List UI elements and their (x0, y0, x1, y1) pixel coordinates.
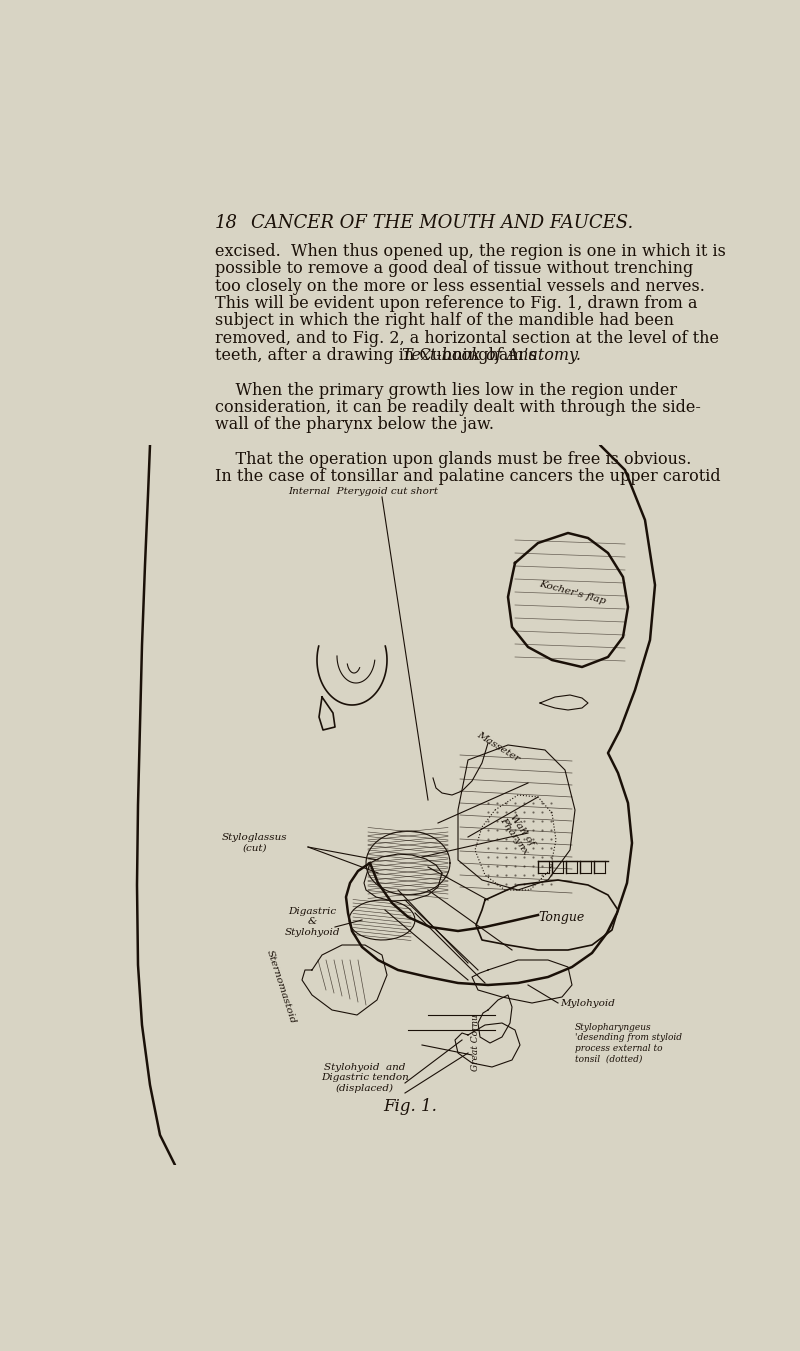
Text: teeth, after a drawing in Cunningham’s: teeth, after a drawing in Cunningham’s (214, 347, 542, 363)
Text: Kocher's flap: Kocher's flap (538, 580, 606, 607)
Text: Wall of
Pharynx: Wall of Pharynx (498, 809, 538, 857)
Text: This will be evident upon reference to Fig. 1, drawn from a: This will be evident upon reference to F… (214, 295, 698, 312)
Text: wall of the pharynx below the jaw.: wall of the pharynx below the jaw. (214, 416, 494, 434)
Text: removed, and to Fig. 2, a horizontal section at the level of the: removed, and to Fig. 2, a horizontal sec… (214, 330, 718, 347)
Text: Digastric
&
Stylohyoid: Digastric & Stylohyoid (284, 907, 340, 936)
Text: Text-book of Anatomy.: Text-book of Anatomy. (402, 347, 581, 363)
Text: Internal  Pterygoid cut short: Internal Pterygoid cut short (288, 486, 438, 496)
Text: Styloglassus
(cut): Styloglassus (cut) (222, 834, 288, 852)
Text: Sternomastoid: Sternomastoid (265, 948, 298, 1025)
Text: CANCER OF THE MOUTH AND FAUCES.: CANCER OF THE MOUTH AND FAUCES. (251, 215, 634, 232)
Text: In the case of tonsillar and palatine cancers the upper carotid: In the case of tonsillar and palatine ca… (214, 469, 720, 485)
Text: excised.  When thus opened up, the region is one in which it is: excised. When thus opened up, the region… (214, 243, 726, 259)
Text: When the primary growth lies low in the region under: When the primary growth lies low in the … (214, 381, 677, 399)
Text: Stylohyoid  and
Digastric tendon
(displaced): Stylohyoid and Digastric tendon (displac… (321, 1063, 409, 1093)
Text: subject in which the right half of the mandible had been: subject in which the right half of the m… (214, 312, 674, 330)
Text: Mylohyoid: Mylohyoid (560, 998, 615, 1008)
Text: Masseter: Masseter (475, 731, 522, 763)
Text: 18: 18 (214, 215, 238, 232)
Text: Tongue: Tongue (539, 911, 585, 924)
Text: Stylopharyngeus
'desending from styloid
process external to
tonsil  (dotted): Stylopharyngeus 'desending from styloid … (575, 1023, 682, 1063)
Text: That the operation upon glands must be free is obvious.: That the operation upon glands must be f… (214, 451, 691, 467)
Text: consideration, it can be readily dealt with through the side-: consideration, it can be readily dealt w… (214, 399, 701, 416)
Text: Great Cornu: Great Cornu (470, 1015, 479, 1071)
Text: too closely on the more or less essential vessels and nerves.: too closely on the more or less essentia… (214, 277, 705, 295)
Text: Fig. 1.: Fig. 1. (383, 1097, 437, 1115)
Text: possible to remove a good deal of tissue without trenching: possible to remove a good deal of tissue… (214, 261, 693, 277)
